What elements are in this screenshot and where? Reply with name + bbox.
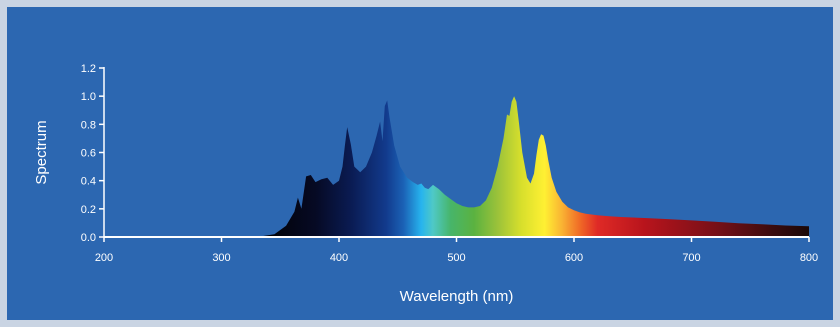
x-axis-title: Wavelength (nm) (400, 288, 514, 305)
x-tick-label: 400 (330, 252, 348, 264)
y-tick-label: 0.2 (81, 204, 96, 216)
x-tick-label: 800 (800, 252, 818, 264)
chart-panel (7, 7, 833, 320)
y-tick-label: 0.8 (81, 119, 96, 131)
y-tick-label: 1.0 (81, 91, 96, 103)
x-tick-label: 300 (212, 252, 230, 264)
y-tick-label: 0.4 (81, 176, 96, 188)
y-axis-title: Spectrum (33, 120, 50, 184)
y-tick-label: 0.0 (81, 232, 96, 244)
x-tick-label: 700 (682, 252, 700, 264)
x-tick-label: 200 (95, 252, 113, 264)
y-tick-label: 1.2 (81, 63, 96, 75)
x-tick-label: 500 (447, 252, 465, 264)
spectrum-area (256, 96, 809, 237)
x-tick-label: 600 (565, 252, 583, 264)
y-tick-label: 0.6 (81, 148, 96, 160)
